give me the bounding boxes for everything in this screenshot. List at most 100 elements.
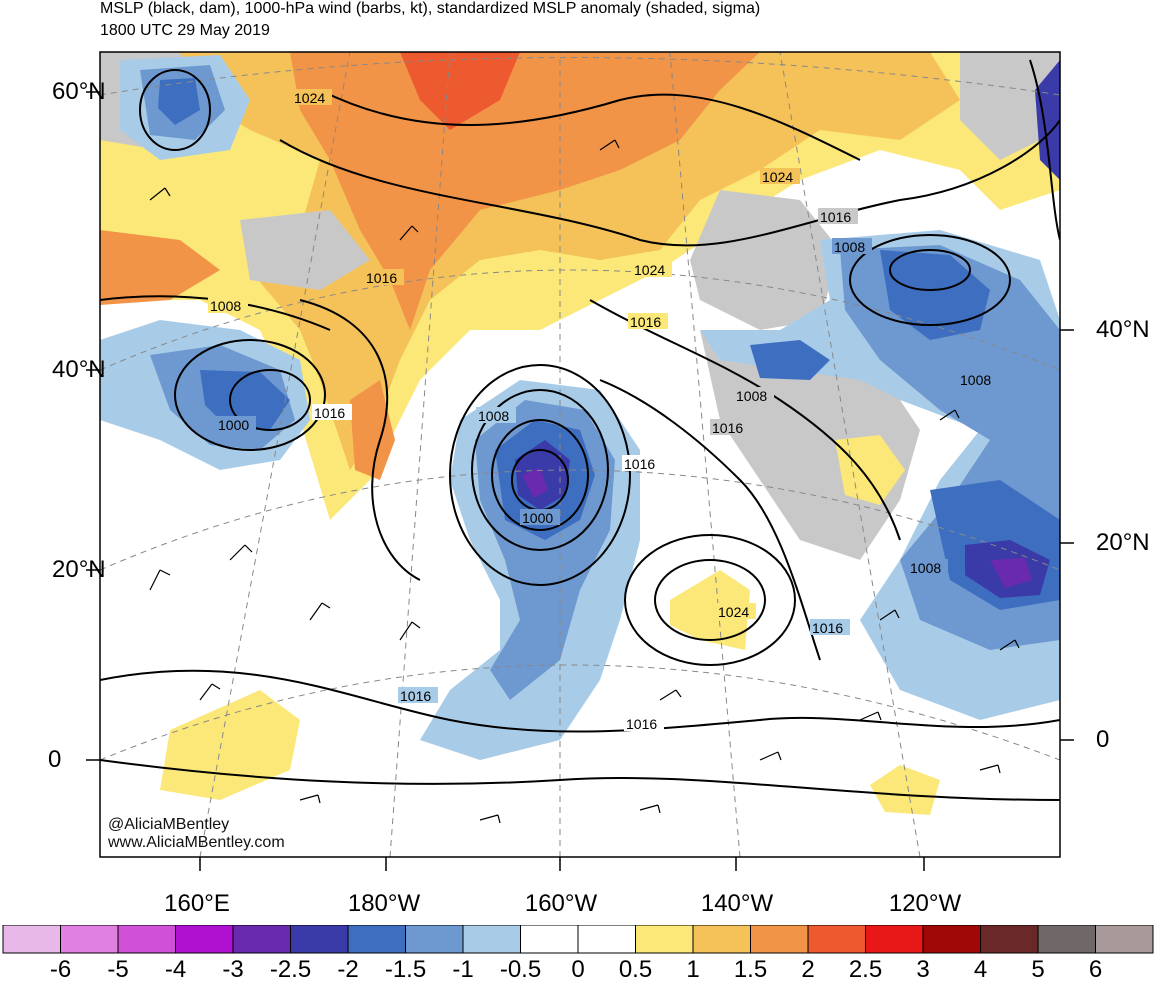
map-border [99,51,1061,858]
colorbar-swatch [117,925,176,954]
anomaly-positive-1.5-bering [350,380,395,480]
anomaly-positive-1.5-region [290,52,760,330]
colorbar-swatch [922,925,981,954]
colorbar-swatch [520,925,579,954]
colorbar-swatch [750,925,809,954]
isobar-label: 1016 [626,716,657,732]
anomaly-positive-1.0-region [100,52,960,470]
isobar-label: 1024 [762,169,793,185]
colorbar-swatch [980,925,1039,954]
colorbar-label: 1 [686,956,700,983]
anomaly-positive-0.5-southwest [160,690,300,800]
colorbar-swatch [290,925,349,954]
lon-label-180w: 180°W [347,890,421,917]
lat-label-20n: 20°N [52,556,106,583]
colorbar-swatch [577,925,636,954]
anomaly-negative-1.5-canada [880,250,990,340]
colorbar-label: -5 [107,956,129,983]
colorbar-swatch [1037,925,1096,954]
isobar-label: 1016 [624,456,655,472]
colorbar-swatch [865,925,924,954]
isobar-labels: 1024 1024 1024 1016 1008 1016 1008 1008 … [208,89,998,732]
colorbar-label: -4 [164,956,187,983]
colorbar-label: -3 [222,956,244,983]
colorbar-label: -0.5 [499,956,542,983]
colorbar-swatch [1095,925,1154,954]
anomaly-negative-1.5-gulf [750,340,830,380]
isobar-label: 1000 [218,417,249,433]
map-frame-contents: 1024 1024 1024 1016 1008 1016 1008 1008 … [100,52,1060,857]
anomaly-negative-2.5-hudson [990,558,1032,588]
isobars [100,59,1060,801]
colorbar-label: -1.5 [384,956,427,983]
colorbar-swatch [635,925,694,954]
map-title: MSLP (black, dam), 1000-hPa wind (barbs,… [100,0,761,17]
colorbar-label: -2 [337,956,359,983]
lat-label-right-40n: 40°N [1096,316,1150,343]
isobar-label: 1016 [314,405,345,421]
isobar-label: 1000 [522,510,553,526]
isobar-label: 1008 [736,388,767,404]
isobar-label: 1008 [910,560,941,576]
colorbar-label: 2 [801,956,815,983]
colorbar-label: 4 [973,956,988,983]
colorbar-swatch [232,925,291,954]
isobar-label: 1024 [718,604,749,620]
isobar-label: 1024 [294,90,325,106]
colorbar-label: 0.5 [618,956,653,983]
anomaly-positive-0.5-canada-pocket [835,435,905,505]
colorbar-label: -2.5 [269,956,312,983]
anomaly-negative-2.5-central-low [522,468,548,498]
anomaly-negative-1.5-northwest [158,78,200,125]
lat-label-right-0: 0 [1096,726,1110,753]
colorbar-swatch [2,925,61,954]
lon-label-160e: 160°E [164,890,230,917]
isobar-label: 1016 [366,270,397,286]
lat-label-right-20n: 20°N [1096,529,1150,556]
colorbar [2,925,1154,954]
isobar-label: 1024 [634,262,665,278]
isobar-label: 1008 [478,408,509,424]
map-valid-time: 1800 UTC 29 May 2019 [100,22,270,39]
colorbar-label: 5 [1031,956,1045,983]
colorbar-swatch [60,925,119,954]
colorbar-label: 6 [1088,956,1103,983]
isobar-label: 1016 [820,209,851,225]
isobar-label: 1016 [812,620,843,636]
axis-ticks [86,91,1074,871]
anomaly-gray-siberia [240,210,370,290]
lat-label-0: 0 [48,746,62,773]
lon-label-160w: 160°W [524,890,598,917]
colorbar-swatch [175,925,234,954]
wind-barbs [149,139,1020,824]
credit-handle: @AliciaMBentley [108,816,230,833]
lon-label-120w: 120°W [888,890,962,917]
anomaly-negative-2.0-east-edge [1035,60,1060,180]
colorbar-swatch [347,925,406,954]
colorbar-swatch [462,925,521,954]
colorbar-label: -1 [452,956,474,983]
anomaly-positive-2.0-region [400,52,520,130]
lat-label-40n: 40°N [52,356,106,383]
colorbar-swatch [807,925,866,954]
colorbar-label: 1.5 [733,956,768,983]
lon-label-140w: 140°W [700,890,774,917]
colorbar-swatch [405,925,464,954]
isobar-label: 1016 [630,314,661,330]
isobar-label: 1016 [400,688,431,704]
anomaly-positive-0.5-southeast [870,765,940,815]
anomaly-negative-1.5-west-low [200,370,290,430]
isobar-label: 1016 [712,420,743,436]
isobar-label: 1008 [960,372,991,388]
credit-website: www.AliciaMBentley.com [108,834,285,851]
colorbar-label: 2.5 [848,956,883,983]
isobar-label: 1008 [834,239,865,255]
colorbar-label: -6 [49,956,72,983]
anomaly-positive-1.5-west [100,230,220,305]
colorbar-label: 3 [916,956,930,983]
anomaly-positive-0.5-subtropical-high [670,570,750,650]
colorbar-label: 0 [571,956,585,983]
colorbar-swatch [692,925,751,954]
lat-label-60n: 60°N [52,78,106,105]
weather-map: 1024 1024 1024 1016 1008 1016 1008 1008 … [86,51,1074,871]
